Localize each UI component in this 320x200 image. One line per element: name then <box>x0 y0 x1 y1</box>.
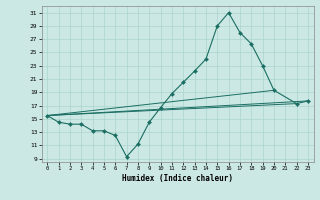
X-axis label: Humidex (Indice chaleur): Humidex (Indice chaleur) <box>122 174 233 183</box>
